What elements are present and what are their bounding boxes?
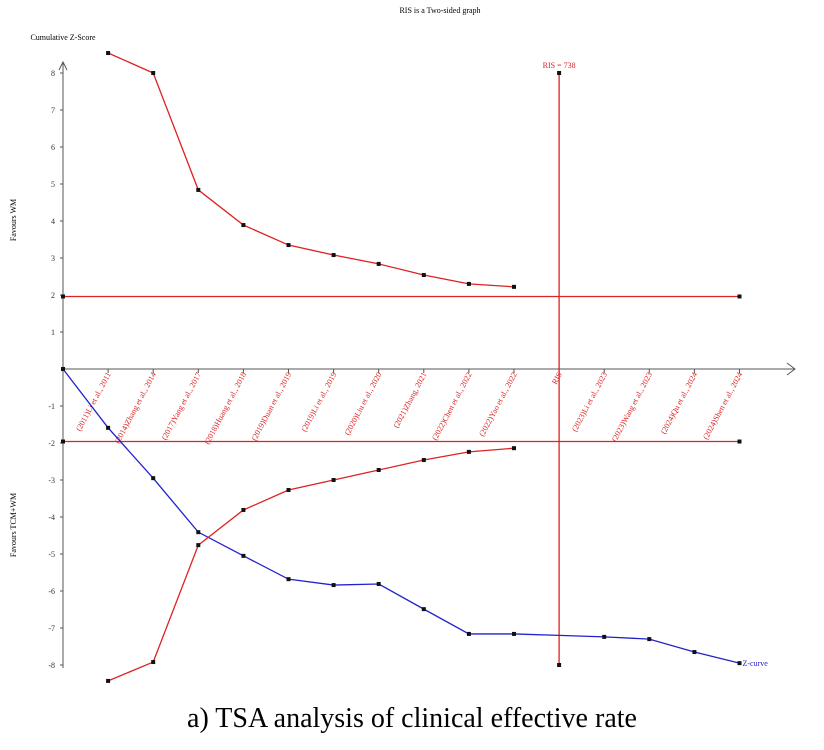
ris-marker <box>557 663 562 667</box>
x-tick-label: (2024)Shen et al., 2024 <box>701 371 744 441</box>
point <box>106 51 111 56</box>
y-tick-label: 1 <box>51 328 55 337</box>
boundary-marker <box>61 294 65 299</box>
ris-marker <box>557 71 562 75</box>
y-tick-label: -6 <box>48 587 55 596</box>
y-tick-label: -4 <box>48 513 55 522</box>
point <box>602 634 607 639</box>
x-tick-label: RIS <box>550 371 564 386</box>
y-axis-label: Cumulative Z-Score <box>30 33 96 42</box>
point <box>151 660 156 665</box>
point <box>241 223 246 228</box>
y-tick-label: 5 <box>51 180 55 189</box>
x-tick-label: (2021)Zhang, 2021 <box>392 371 429 430</box>
series-line <box>62 368 740 664</box>
boundary-marker <box>737 294 742 299</box>
point <box>106 425 111 430</box>
x-tick-label: (2011)Li et al., 2011 <box>74 371 113 433</box>
y-tick-label: -3 <box>48 476 55 485</box>
point <box>331 478 336 482</box>
point <box>466 281 471 286</box>
x-tick-label: (2020)Liu et al., 2020 <box>343 371 384 437</box>
point <box>241 507 246 512</box>
point <box>376 581 381 586</box>
point <box>512 284 516 289</box>
point <box>376 261 381 266</box>
y-tick-label: -8 <box>48 661 55 670</box>
favours-lower: Favours TCM+WM <box>9 493 18 557</box>
point <box>241 553 246 558</box>
x-arrow <box>786 362 796 376</box>
point <box>196 530 201 535</box>
point <box>421 458 426 463</box>
point <box>466 631 471 636</box>
point <box>647 637 652 642</box>
y-tick-label: 4 <box>51 217 55 226</box>
x-tick-label: (2017)Yang et al., 2017 <box>160 371 203 442</box>
series-line <box>107 52 515 288</box>
point <box>421 273 426 278</box>
y-tick-label: 8 <box>51 69 55 78</box>
point <box>376 468 381 473</box>
y-tick-label: 6 <box>51 143 55 152</box>
y-tick-label: -7 <box>48 624 55 633</box>
caption: a) TSA analysis of clinical effective ra… <box>187 703 637 734</box>
x-tick-label: (2022)Yao et al., 2022 <box>477 371 518 438</box>
point <box>106 678 111 683</box>
x-tick-label: (2014)Zhang et al., 2014 <box>113 371 158 445</box>
point <box>286 487 291 492</box>
point <box>286 577 291 582</box>
point <box>692 650 697 655</box>
y-tick-label: -1 <box>48 402 55 411</box>
ris-label: RIS = 738 <box>543 61 576 70</box>
x-tick-label: (2023)Wang et al., 2023 <box>610 371 654 444</box>
point <box>737 661 742 666</box>
y-tick-label: -5 <box>48 550 55 559</box>
y-tick-label: 2 <box>51 291 55 300</box>
favours-upper: Favours WM <box>9 199 18 241</box>
legend-label: Z-curve <box>743 659 769 668</box>
series-line <box>107 447 515 682</box>
x-tick-label: (2018)Huang et al., 2018 <box>203 371 249 446</box>
point <box>512 631 516 636</box>
x-tick-label: (2019)Li et al., 2019 <box>299 371 338 433</box>
point <box>331 253 336 258</box>
point <box>196 543 201 548</box>
point <box>466 449 471 454</box>
y-arrow <box>58 60 68 71</box>
point <box>512 446 516 451</box>
point <box>331 583 336 588</box>
point <box>151 476 156 481</box>
y-tick-label: -2 <box>48 439 55 448</box>
boundary-marker <box>61 439 65 444</box>
point <box>286 243 291 248</box>
boundary-marker <box>737 439 742 444</box>
x-tick-label: (2024)Qu et al., 2024 <box>659 371 699 436</box>
x-tick-label: (2019)Duan et al., 2019 <box>250 371 294 443</box>
y-tick-label: 3 <box>51 254 55 263</box>
point <box>151 71 156 75</box>
point <box>61 367 65 371</box>
point <box>196 187 201 192</box>
x-tick-label: (2022)Chen et al., 2022 <box>430 371 474 442</box>
y-tick-label: 7 <box>51 106 55 115</box>
chart-title: RIS is a Two-sided graph <box>399 6 480 15</box>
point <box>421 607 426 612</box>
x-tick-label: (2023)Li et al., 2023 <box>570 371 609 433</box>
